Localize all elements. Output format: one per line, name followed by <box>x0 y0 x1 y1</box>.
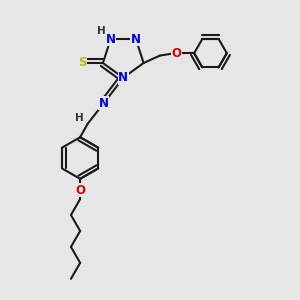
Text: O: O <box>75 184 85 196</box>
Text: N: N <box>131 33 141 46</box>
Text: N: N <box>106 33 116 46</box>
Text: S: S <box>78 56 86 70</box>
Text: H: H <box>75 113 84 124</box>
Text: O: O <box>171 47 181 60</box>
Text: N: N <box>99 97 109 110</box>
Text: N: N <box>118 71 128 84</box>
Text: H: H <box>97 26 106 36</box>
